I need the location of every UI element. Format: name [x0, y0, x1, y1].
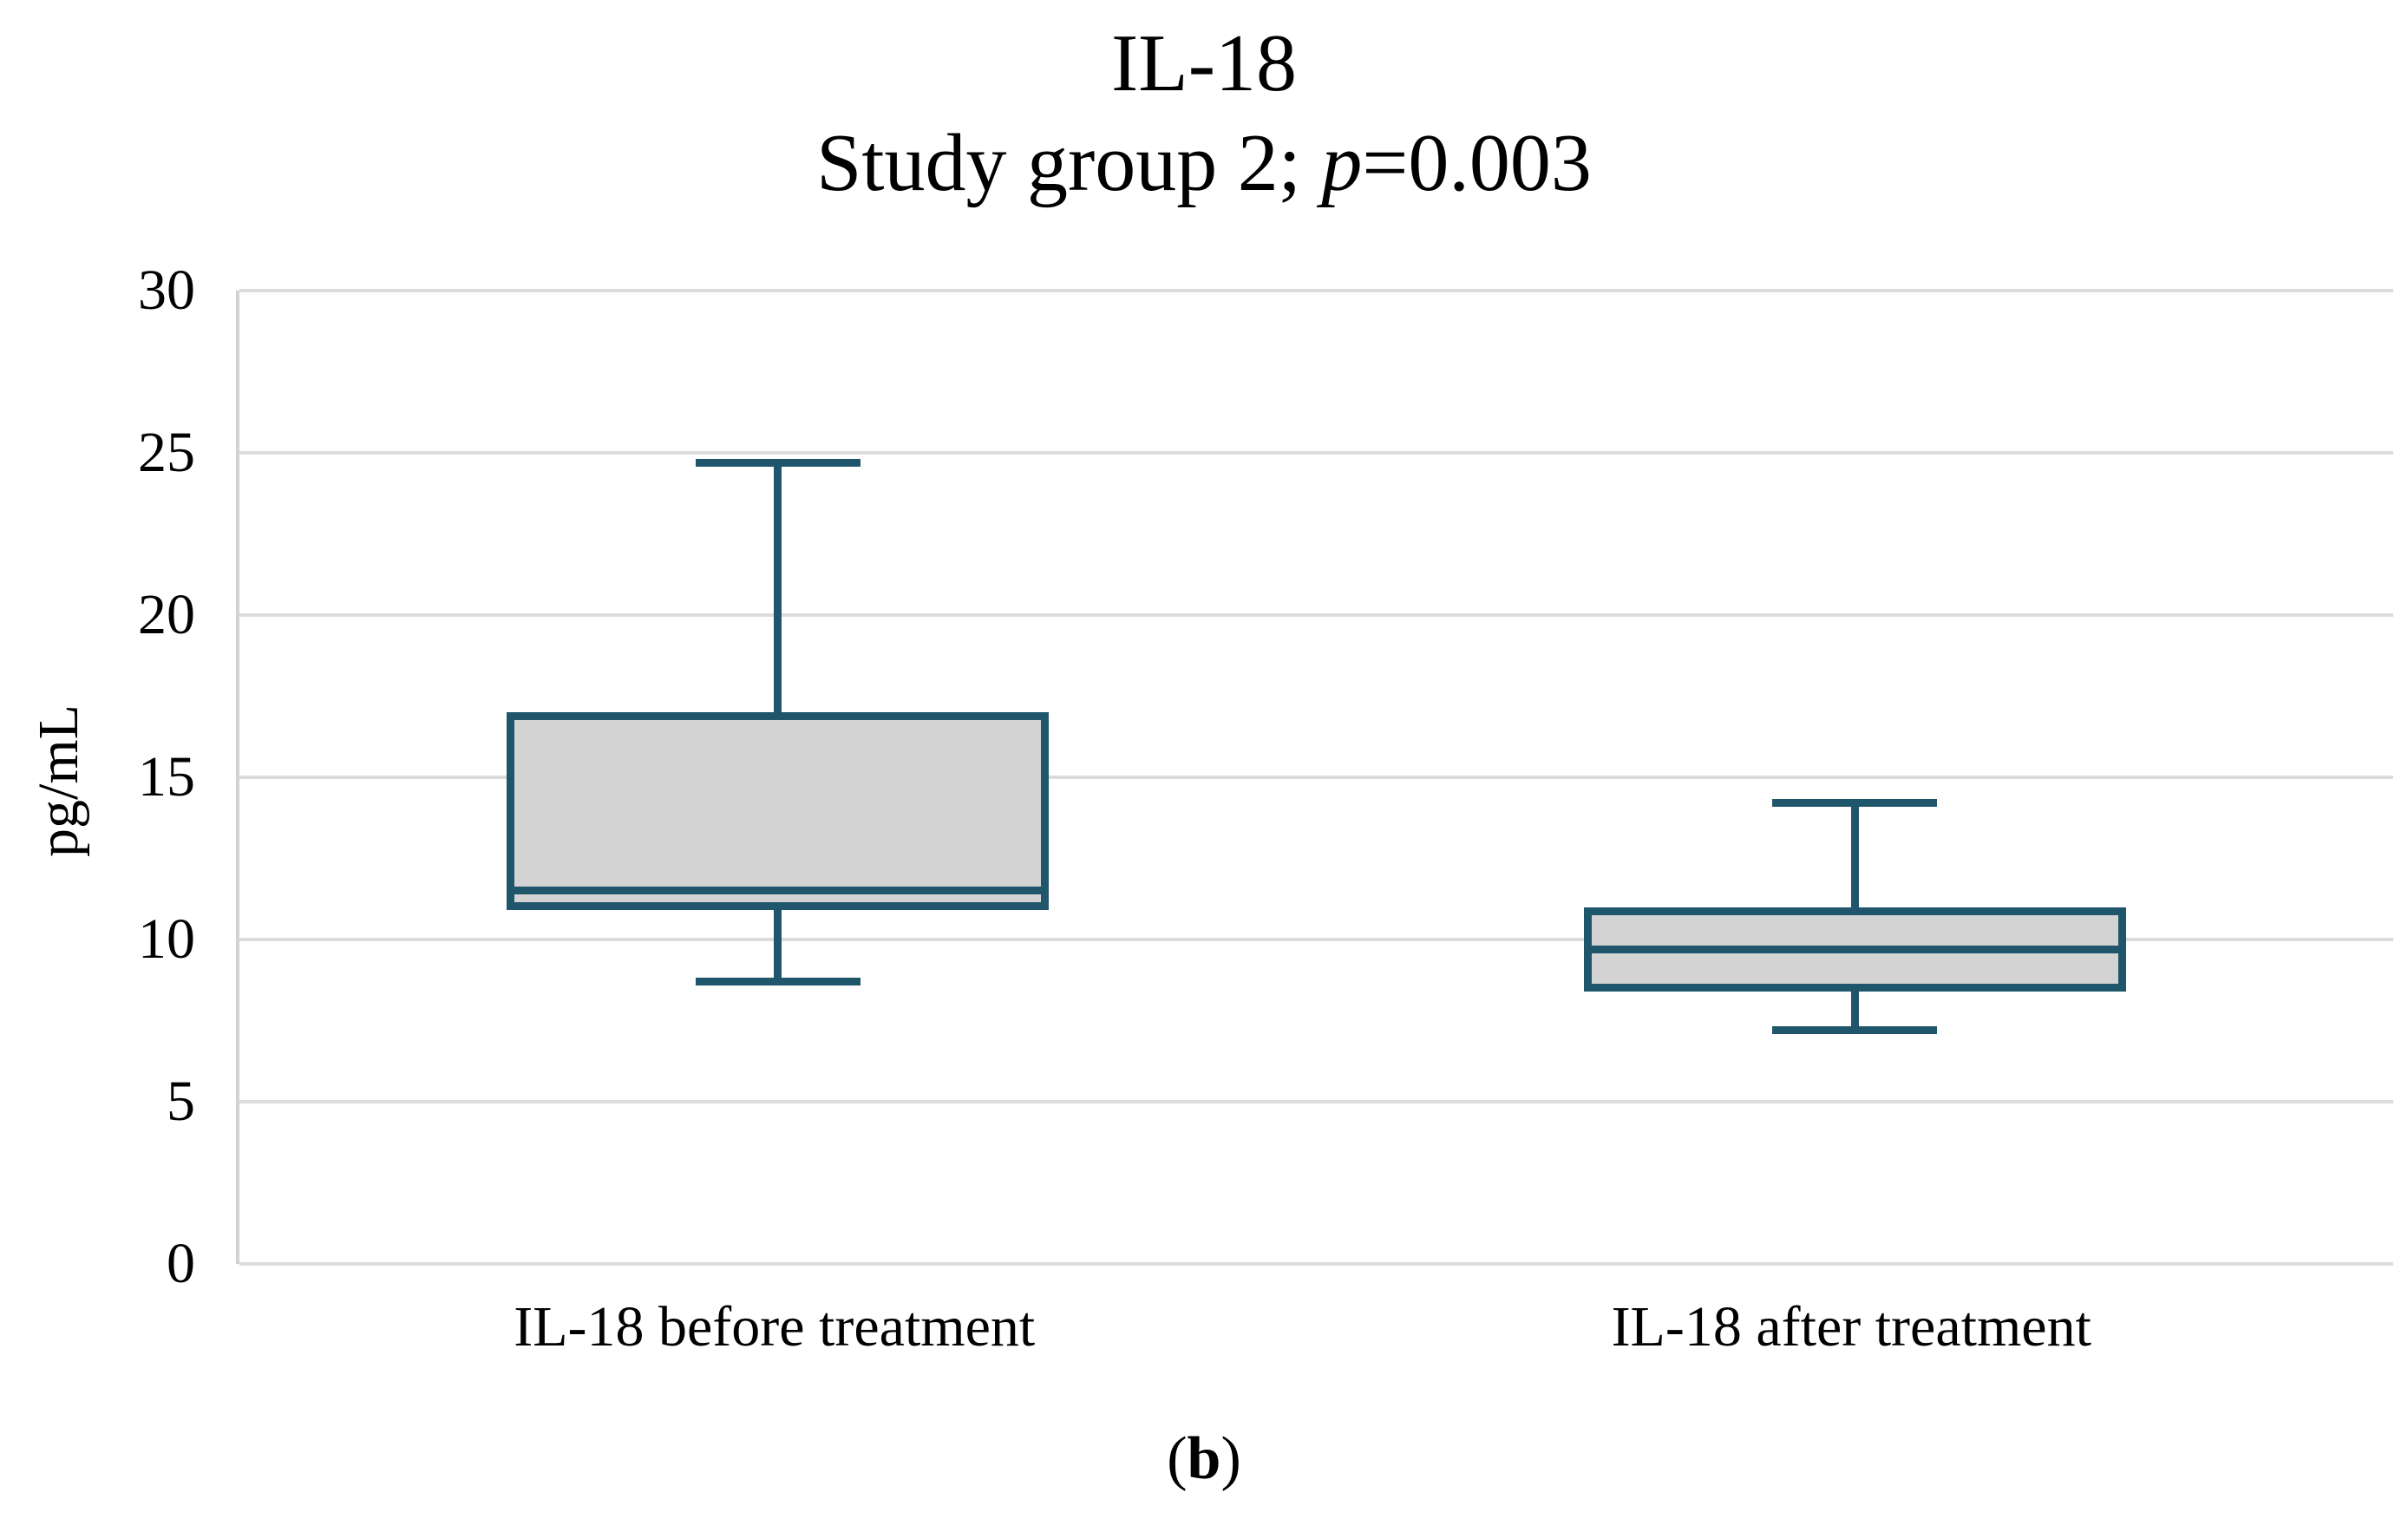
y-tick-label-5: 5	[167, 1070, 195, 1133]
caption-open-paren: (	[1167, 1425, 1188, 1492]
gridline-15	[239, 776, 2393, 779]
x-category-label-1: IL-18 before treatment	[514, 1295, 1036, 1359]
gridline-30	[239, 289, 2393, 292]
figure-caption: (b)	[0, 1424, 2408, 1494]
subtitle-text: Study group 2;	[816, 117, 1322, 208]
lower-whisker-cap-1	[695, 978, 860, 986]
gridline-5	[239, 1100, 2393, 1103]
caption-letter: b	[1187, 1425, 1221, 1492]
gridline-0	[239, 1262, 2393, 1266]
lower-whisker-1	[774, 910, 782, 982]
gridline-10	[239, 938, 2393, 941]
y-tick-label-25: 25	[138, 421, 195, 484]
caption-close-paren: )	[1220, 1425, 1241, 1492]
upper-whisker-cap-2	[1772, 799, 1938, 808]
upper-whisker-2	[1850, 802, 1859, 907]
y-tick-label-0: 0	[167, 1232, 195, 1295]
median-line-2	[1583, 945, 2126, 953]
y-tick-label-15: 15	[138, 745, 195, 809]
lower-whisker-2	[1850, 991, 1859, 1031]
chart-title-line2: Study group 2; p=0.003	[0, 114, 2408, 213]
p-value-text: =0.003	[1362, 117, 1592, 208]
median-line-1	[507, 887, 1050, 895]
p-symbol: p	[1321, 117, 1363, 208]
plot-area	[236, 289, 2393, 1266]
y-tick-label-30: 30	[138, 259, 195, 322]
iqr-box-1	[507, 712, 1050, 911]
y-tick-label-10: 10	[138, 907, 195, 971]
y-tick-label-20: 20	[138, 583, 195, 646]
gridline-20	[239, 613, 2393, 617]
chart-title: IL-18 Study group 2; p=0.003	[0, 14, 2408, 213]
upper-whisker-1	[774, 462, 782, 713]
chart-title-line1: IL-18	[1110, 18, 1298, 108]
lower-whisker-cap-2	[1772, 1026, 1938, 1035]
gridline-25	[239, 451, 2393, 455]
x-category-label-2: IL-18 after treatment	[1611, 1295, 2091, 1359]
upper-whisker-cap-1	[695, 458, 860, 467]
